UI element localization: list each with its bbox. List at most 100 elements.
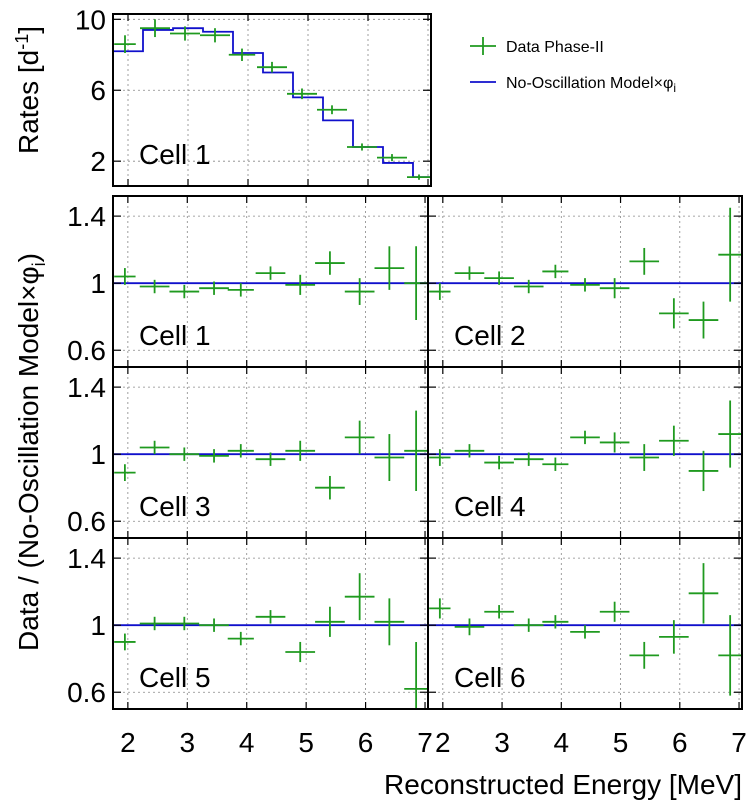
- x-tick-label: 4: [239, 727, 255, 758]
- x-tick-label: 3: [494, 727, 510, 758]
- data-point: [200, 28, 230, 43]
- y-tick-label: 1.4: [67, 543, 106, 574]
- data-point: [454, 266, 485, 280]
- data-point: [542, 615, 569, 629]
- data-point: [570, 278, 600, 292]
- data-point: [374, 598, 405, 646]
- y-tick-label: 1: [90, 268, 106, 299]
- data-point: [454, 444, 485, 458]
- data-point: [140, 19, 170, 38]
- y-tick-label: 2: [90, 146, 106, 177]
- panel-content: [113, 246, 428, 321]
- x-tick-label: 2: [435, 727, 451, 758]
- data-point: [484, 455, 514, 470]
- data-point: [404, 641, 428, 709]
- panel-ratio-1: 0.6 1 1.4 Cell 1: [67, 195, 429, 368]
- data-point: [718, 207, 742, 302]
- data-point: [454, 618, 485, 636]
- data-point: [169, 284, 200, 299]
- panel-top-rates: 2 6 10 Cell 1: [75, 4, 432, 187]
- data-point: [287, 88, 317, 100]
- data-point: [170, 26, 200, 41]
- data-point: [429, 449, 451, 466]
- panel-content: [428, 207, 742, 339]
- data-point: [542, 264, 569, 279]
- data-point: [429, 283, 451, 300]
- data-point: [404, 410, 428, 492]
- data-point: [718, 615, 742, 696]
- x-tick-label: 7: [417, 727, 433, 758]
- data-point: [599, 601, 630, 622]
- data-point: [285, 440, 316, 461]
- y-tick-label: 0.6: [67, 335, 106, 366]
- legend-model-label: No-Oscillation Model×φi: [506, 75, 676, 95]
- panel-ratio-6: Cell 6: [427, 537, 743, 710]
- data-point: [513, 452, 544, 466]
- data-point: [257, 61, 287, 73]
- x-tick-label: 7: [731, 727, 747, 758]
- data-point: [542, 457, 569, 471]
- panel-content: [113, 19, 431, 186]
- data-point: [570, 430, 600, 445]
- model-histogram: [113, 27, 431, 186]
- data-point: [199, 449, 229, 463]
- data-point: [344, 573, 375, 621]
- y-tick-label: 1: [90, 439, 106, 470]
- top-y-axis-label: Rates [d-1]: [12, 26, 44, 154]
- y-tick-label: 1.4: [67, 201, 106, 232]
- data-point: [227, 283, 254, 297]
- x-tick-label: 6: [358, 727, 374, 758]
- panel-frame: [427, 537, 743, 710]
- data-point: [139, 279, 170, 294]
- cell-label: Cell 1: [139, 139, 211, 170]
- data-point: [285, 641, 316, 663]
- cell-label: Cell 6: [454, 662, 526, 693]
- data-point: [347, 143, 377, 151]
- cell-label: Cell 2: [454, 320, 526, 351]
- data-point: [315, 475, 345, 500]
- x-tick-label: 2: [120, 727, 136, 758]
- data-point: [228, 48, 256, 61]
- panel-content: [113, 410, 428, 500]
- x-tick-label: 5: [613, 727, 629, 758]
- panel-ratio-4: Cell 4: [427, 366, 743, 539]
- data-point: [718, 400, 742, 468]
- panel-frame: [112, 13, 432, 187]
- data-point: [407, 174, 431, 180]
- data-point: [114, 35, 136, 54]
- data-point: [344, 420, 375, 455]
- data-point: [114, 464, 136, 481]
- y-tick-label: 10: [75, 4, 106, 35]
- x-tick-label: 5: [298, 727, 314, 758]
- x-tick-label: 3: [180, 727, 196, 758]
- cell-label: Cell 3: [139, 491, 211, 522]
- data-point: [513, 618, 544, 632]
- y-tick-label: 1: [90, 610, 106, 641]
- data-point: [199, 281, 229, 295]
- data-point: [315, 606, 345, 637]
- panel-content: [428, 400, 742, 492]
- x-axis-label: Reconstructed Energy [MeV]: [384, 769, 742, 800]
- data-point: [629, 641, 660, 669]
- data-point: [255, 266, 286, 280]
- data-point: [429, 598, 451, 619]
- legend-data-label: Data Phase-II: [506, 39, 604, 56]
- data-point: [139, 616, 170, 631]
- y-tick-label: 0.6: [67, 506, 106, 537]
- data-point: [599, 432, 630, 453]
- data-point: [285, 274, 316, 295]
- data-point: [659, 298, 689, 329]
- cell-label: Cell 1: [139, 320, 211, 351]
- data-point: [484, 271, 514, 285]
- y-tick-label: 6: [90, 75, 106, 106]
- data-point: [169, 616, 200, 631]
- legend-data-marker: [470, 37, 496, 55]
- cell-label: Cell 4: [454, 491, 526, 522]
- y-tick-label: 0.6: [67, 677, 106, 708]
- panel-ratio-2: Cell 2: [427, 195, 743, 368]
- data-point: [199, 618, 229, 632]
- data-point: [374, 246, 405, 290]
- data-point: [227, 631, 254, 646]
